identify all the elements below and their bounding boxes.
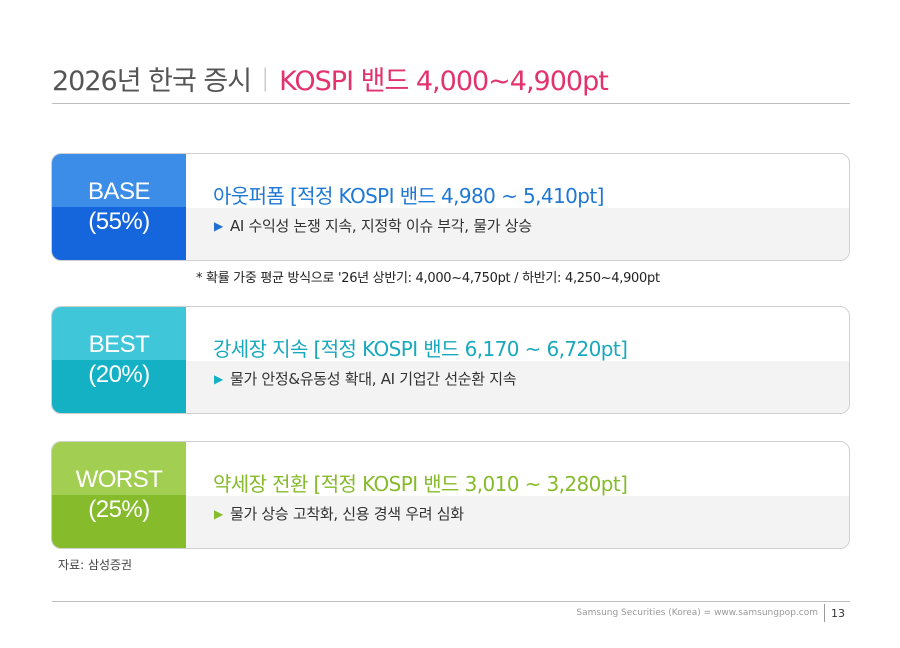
scenario-label-block: BEST (20%): [52, 307, 186, 413]
footer-separator: [824, 604, 825, 622]
scenario-bullet-text: 물가 상승 고착화, 신용 경색 우려 심화: [229, 505, 464, 523]
scenario-label: BASE: [87, 178, 151, 205]
page-title: 2026년 한국 증시 | KOSPI 밴드 4,000~4,900pt: [52, 58, 609, 98]
scenario-label: WORST: [75, 466, 163, 493]
scenario-label: BEST: [88, 331, 150, 358]
footer-divider: [52, 601, 850, 602]
scenario-card-base: BASE (55%) 아웃퍼폼 [적정 KOSPI 밴드 4,980 ~ 5,4…: [51, 153, 850, 261]
title-main: 2026년 한국 증시: [52, 65, 252, 97]
footer-company: Samsung Securities (Korea) = www.samsung…: [576, 608, 818, 618]
scenario-probability: (55%): [88, 208, 150, 235]
triangle-right-icon: ▶: [214, 371, 223, 386]
triangle-right-icon: ▶: [214, 218, 223, 233]
card-shade: [186, 496, 849, 548]
card-shade: [186, 208, 849, 260]
title-divider: [52, 103, 850, 104]
page-number: 13: [831, 607, 845, 620]
scenario-bullet: ▶ AI 수익성 논쟁 지속, 지정학 이슈 부각, 물가 상승: [214, 215, 532, 236]
scenario-headline: 강세장 지속 [적정 KOSPI 밴드 6,170 ~ 6,720pt]: [213, 337, 628, 361]
scenario-bullet-text: AI 수익성 논쟁 지속, 지정학 이슈 부각, 물가 상승: [229, 217, 532, 235]
scenario-bullet: ▶ 물가 안정&유동성 확대, AI 기업간 선순환 지속: [214, 368, 517, 389]
scenario-label-block: WORST (25%): [52, 442, 186, 548]
scenario-headline: 아웃퍼폼 [적정 KOSPI 밴드 4,980 ~ 5,410pt]: [213, 184, 604, 208]
source-note: 자료: 삼성증권: [58, 558, 133, 572]
scenario-card-best: BEST (20%) 강세장 지속 [적정 KOSPI 밴드 6,170 ~ 6…: [51, 306, 850, 414]
scenario-probability: (25%): [88, 496, 150, 523]
card-shade: [186, 361, 849, 413]
scenario-card-worst: WORST (25%) 약세장 전환 [적정 KOSPI 밴드 3,010 ~ …: [51, 441, 850, 549]
title-accent: KOSPI 밴드 4,000~4,900pt: [279, 65, 609, 97]
scenario-label-block: BASE (55%): [52, 154, 186, 260]
footnote: * 확률 가중 평균 방식으로 '26년 상반기: 4,000~4,750pt …: [196, 271, 660, 286]
scenario-headline: 약세장 전환 [적정 KOSPI 밴드 3,010 ~ 3,280pt]: [213, 472, 628, 496]
title-separator: |: [261, 64, 270, 92]
triangle-right-icon: ▶: [214, 506, 223, 521]
scenario-bullet: ▶ 물가 상승 고착화, 신용 경색 우려 심화: [214, 503, 464, 524]
scenario-bullet-text: 물가 안정&유동성 확대, AI 기업간 선순환 지속: [229, 370, 517, 388]
scenario-probability: (20%): [88, 361, 150, 388]
